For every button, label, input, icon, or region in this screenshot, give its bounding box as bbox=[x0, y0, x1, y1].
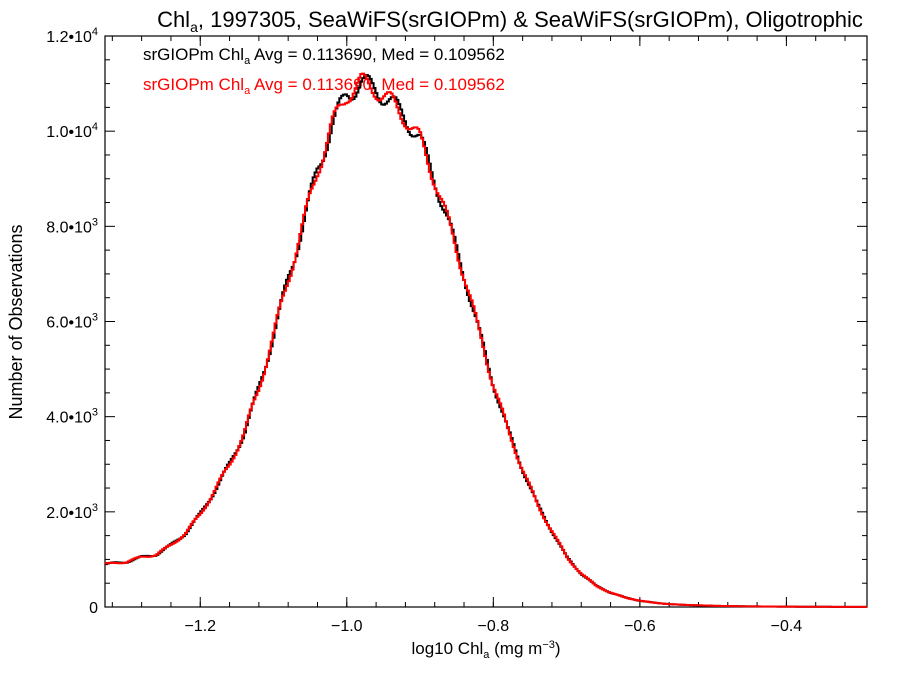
series-line-red bbox=[105, 72, 867, 608]
y-tick-label-mantissa: 1.2•10 bbox=[46, 29, 92, 46]
x-tick-label: −0.6 bbox=[624, 618, 656, 635]
y-tick-label: 8.0•103 bbox=[46, 216, 98, 236]
y-axis-label: Number of Observations bbox=[6, 224, 26, 419]
y-tick-label-exponent: 3 bbox=[92, 407, 98, 419]
x-tick-label: −0.4 bbox=[771, 618, 803, 635]
series-line-black bbox=[105, 74, 867, 608]
x-axis-label-end: ) bbox=[555, 639, 561, 658]
x-axis-label-rest: (mg m bbox=[489, 639, 542, 658]
annotation-red-pre: srGIOPm Chl bbox=[143, 75, 244, 94]
y-tick-label-exponent: 3 bbox=[92, 502, 98, 514]
y-tick-label: 2.0•103 bbox=[46, 502, 98, 522]
x-tick-label: −0.8 bbox=[478, 618, 510, 635]
y-tick-label-mantissa: 8.0•10 bbox=[46, 219, 92, 236]
annotation-black: srGIOPm Chla Avg = 0.113690, Med = 0.109… bbox=[143, 45, 505, 67]
x-axis-label-sub: a bbox=[483, 649, 490, 661]
annotation-black-sub: a bbox=[244, 55, 251, 67]
y-tick-label-exponent: 3 bbox=[92, 216, 98, 228]
y-tick-label: 6.0•103 bbox=[46, 312, 98, 332]
chart-title-subscript: a bbox=[190, 19, 198, 35]
y-tick-label: 0 bbox=[89, 600, 98, 617]
y-tick-label: 4.0•103 bbox=[46, 407, 98, 427]
y-tick-label-mantissa: 6.0•10 bbox=[46, 315, 92, 332]
series-layer bbox=[105, 72, 867, 608]
y-tick-label-mantissa: 4.0•10 bbox=[46, 410, 92, 427]
y-tick-label: 1.0•104 bbox=[46, 121, 98, 141]
plot-frame bbox=[104, 35, 868, 608]
x-tick-label: −1.0 bbox=[331, 618, 363, 635]
y-tick-label-exponent: 3 bbox=[92, 312, 98, 324]
y-tick-label-exponent: 4 bbox=[92, 121, 98, 133]
chart-title-rest: , 1997305, SeaWiFS(srGIOPm) & SeaWiFS(sr… bbox=[198, 7, 863, 32]
annotation-red-sub: a bbox=[244, 85, 251, 97]
y-tick-label-exponent: 4 bbox=[92, 26, 98, 38]
x-tick-label: −1.2 bbox=[184, 618, 216, 635]
annotation-black-pre: srGIOPm Chl bbox=[143, 45, 244, 64]
x-axis-label-sup: −3 bbox=[542, 639, 555, 651]
ticks-layer: −1.2 −1.0 −0.8 −0.6 −0.402.0•1034.0•1036.0•1… bbox=[46, 26, 867, 635]
y-tick-label-mantissa: 1.0•10 bbox=[46, 124, 92, 141]
x-axis-label: log10 Chla (mg m−3) bbox=[411, 639, 560, 661]
y-tick-label-mantissa: 0 bbox=[89, 600, 98, 617]
y-tick-label: 1.2•104 bbox=[46, 26, 98, 46]
chart-title: Chla, 1997305, SeaWiFS(srGIOPm) & SeaWiF… bbox=[157, 7, 863, 35]
chart-title-base: Chl bbox=[157, 7, 190, 32]
annotation-black-post: Avg = 0.113690, Med = 0.109562 bbox=[250, 45, 505, 64]
annotation-red-post: Avg = 0.113690, Med = 0.109562 bbox=[250, 75, 505, 94]
x-axis-label-base: log10 Chl bbox=[411, 639, 483, 658]
annotation-red: srGIOPm Chla Avg = 0.113690, Med = 0.109… bbox=[143, 75, 505, 97]
y-tick-label-mantissa: 2.0•10 bbox=[46, 505, 92, 522]
